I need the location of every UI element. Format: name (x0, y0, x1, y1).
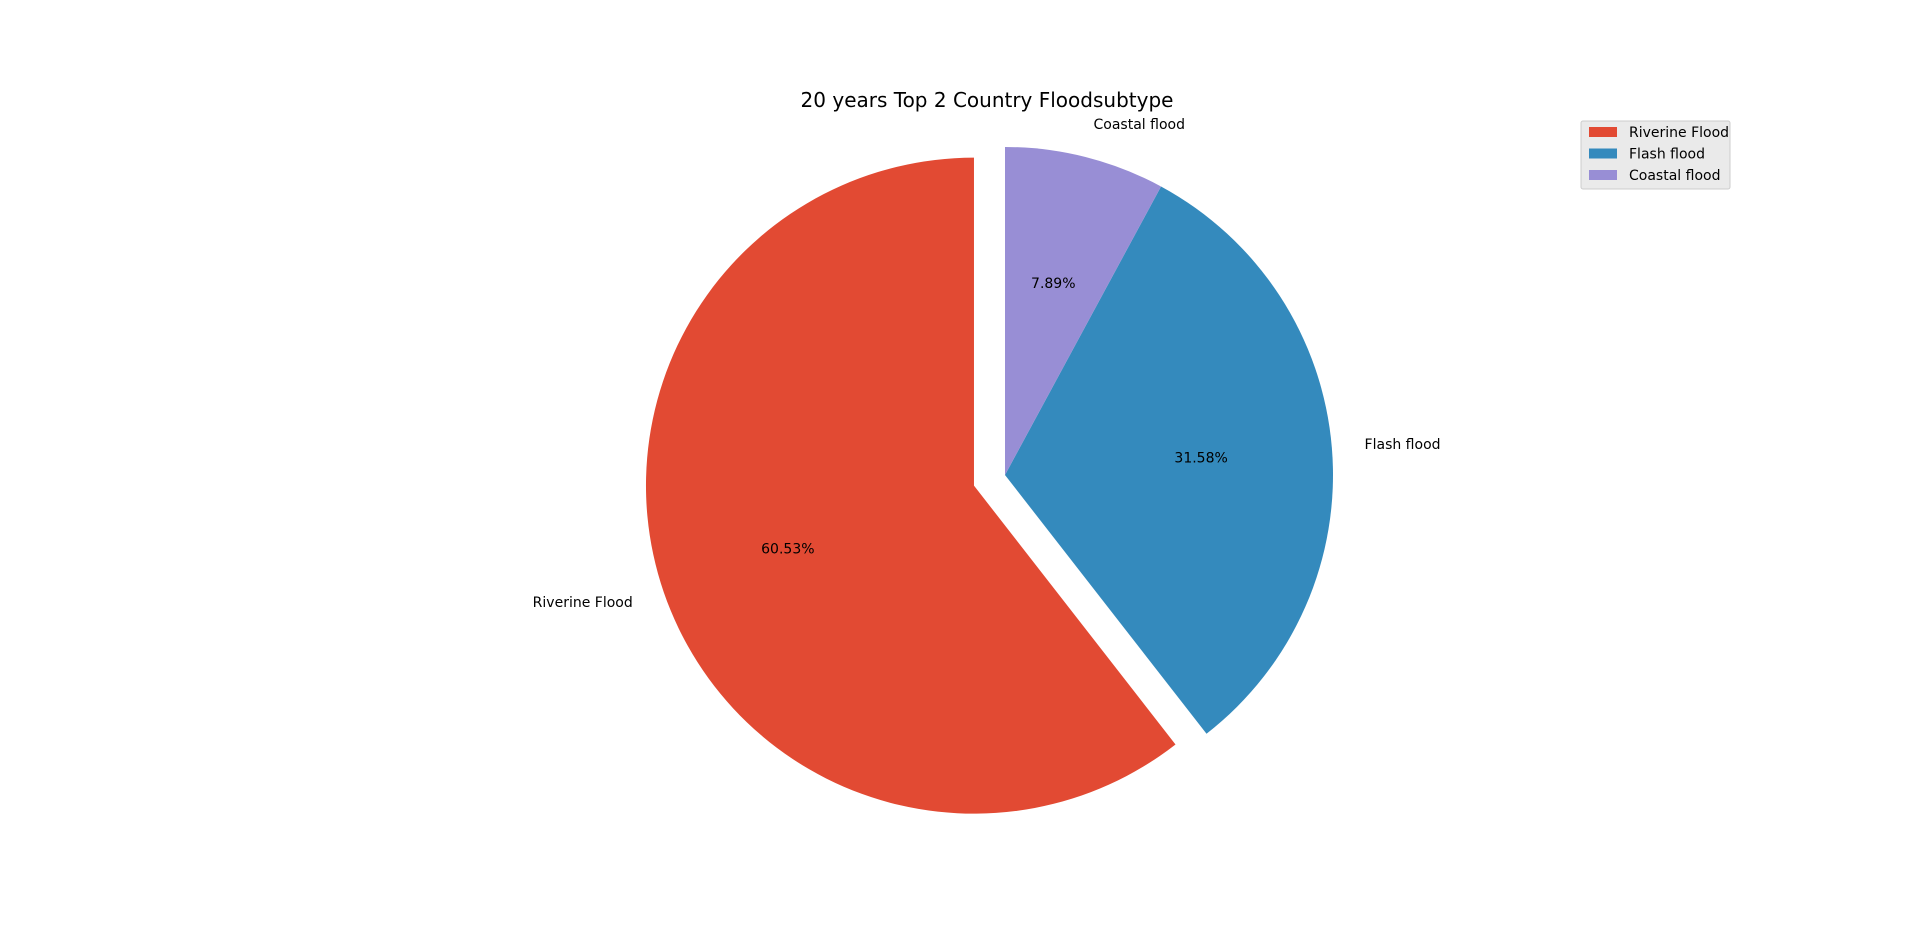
percent-label-riverine-flood: 60.53% (761, 542, 814, 558)
legend-label-flash-flood: Flash flood (1629, 147, 1705, 163)
slice-label-coastal-flood: Coastal flood (1094, 117, 1185, 133)
pie-slice-riverine-flood (645, 157, 1176, 814)
pie-slice-coastal-flood (1005, 147, 1162, 475)
legend-label-coastal-flood: Coastal flood (1629, 168, 1720, 184)
legend: Riverine Flood Flash flood Coastal flood (1580, 120, 1731, 190)
legend-swatch-coastal-flood (1589, 170, 1617, 180)
legend-swatch-flash-flood (1589, 148, 1617, 159)
legend-frame (1580, 120, 1731, 190)
legend-swatch-riverine-flood (1589, 127, 1617, 137)
chart-title: 20 years Top 2 Country Floodsubtype (801, 88, 1174, 112)
legend-label-riverine-flood: Riverine Flood (1629, 125, 1729, 141)
percent-label-flash-flood: 31.58% (1174, 451, 1227, 467)
pie-slice-flash-flood (1005, 186, 1334, 734)
percent-label-coastal-flood: 7.89% (1031, 276, 1075, 292)
slice-label-flash-flood: Flash flood (1365, 437, 1441, 453)
slice-label-riverine-flood: Riverine Flood (533, 595, 633, 611)
